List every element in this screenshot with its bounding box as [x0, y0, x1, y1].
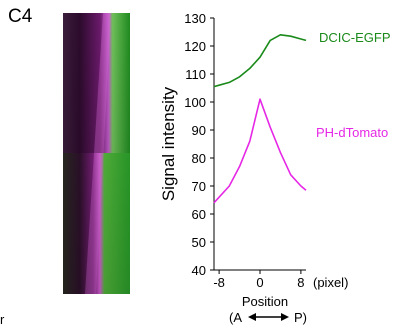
x-direction-label: (A P)	[229, 310, 307, 325]
double-arrow-icon	[248, 313, 289, 321]
cropped-text-fragment: r	[0, 312, 5, 327]
series-label-dcic-egfp: DCIC-EGFP	[319, 30, 391, 45]
y-tick-label: 130	[184, 11, 206, 26]
x-axis-label: Position	[242, 294, 288, 309]
x-ticks: -8 0 8	[213, 270, 305, 290]
y-tick-label: 90	[192, 123, 206, 138]
y-tick-label: 100	[184, 95, 206, 110]
y-tick-label: 80	[192, 151, 206, 166]
series-group	[213, 33, 307, 204]
y-tick-label: 60	[192, 207, 206, 222]
panel-label: C4	[8, 6, 33, 27]
series-line-ph-dtomato	[213, 98, 307, 204]
y-tick-label: 40	[192, 263, 206, 278]
y-tick-label: 110	[185, 67, 206, 82]
microscopy-image	[63, 13, 130, 294]
series-label-ph-dtomato: PH-dTomato	[316, 125, 388, 140]
y-axis-label: Signal intensity	[159, 86, 178, 201]
y-tick-label: 70	[192, 179, 206, 194]
y-tick-label: 50	[192, 235, 206, 250]
series-line-dcic-egfp	[213, 33, 307, 88]
y-tick-label: 120	[184, 39, 206, 54]
x-direction-right: P)	[294, 310, 307, 325]
y-ticks: 40 50 60 70 80 90 100 110 120 130	[184, 11, 214, 278]
microscopy-image-graphic	[63, 13, 130, 294]
x-tick-label: 8	[297, 275, 304, 290]
x-tick-label: -8	[213, 275, 225, 290]
x-unit-label: (pixel)	[313, 275, 348, 290]
x-direction-left: (A	[229, 310, 242, 325]
x-tick-label: 0	[256, 275, 263, 290]
